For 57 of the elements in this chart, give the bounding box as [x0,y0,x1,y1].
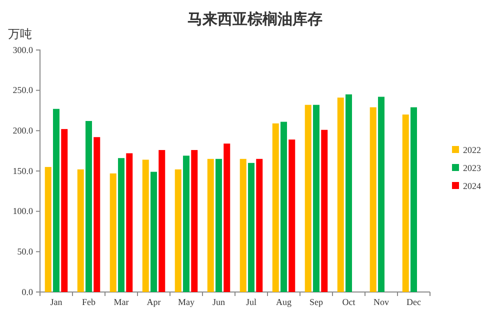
bar [110,173,116,292]
bar [402,114,409,292]
bar [248,162,254,292]
bar [61,129,68,292]
y-tick-label: 100.0 [12,206,34,216]
bar [174,169,182,292]
bar [346,94,352,292]
x-tick-label: Nov [374,296,390,307]
y-axis-title: 万吨 [8,27,32,41]
x-tick-label: Aug [276,296,292,307]
bar [118,158,124,292]
bar [240,158,246,292]
x-tick-label: Jul [246,296,257,307]
bar [378,96,384,292]
bar [207,158,214,292]
bar [321,130,328,292]
bar [256,158,263,292]
x-tick-label: Oct [342,296,356,307]
y-tick-label: 300.0 [12,44,34,55]
legend-label: 2024 [463,181,482,191]
bar [337,98,344,292]
x-tick-label: Jun [212,296,226,307]
bar [53,108,60,292]
bar [370,107,376,292]
y-tick-label: 0.0 [22,286,34,297]
bar [158,150,166,292]
bar [272,123,279,292]
chart-title: 马来西亚棕榈油库存 [188,10,322,28]
bar [150,172,157,292]
bar [216,158,222,292]
y-tick-label: 50.0 [17,246,34,257]
bar [288,140,296,292]
y-tick-label: 150.0 [12,166,34,176]
bar [126,153,133,292]
y-tick-label: 200.0 [12,126,34,136]
bar [86,120,92,292]
bar [224,144,230,292]
x-tick-label: Jan [50,296,63,307]
bar [94,137,100,292]
bar [191,150,198,292]
x-tick-label: Sep [310,296,324,307]
x-tick-label: May [178,296,195,307]
y-tick-label: 250.0 [12,85,34,96]
bar [304,104,312,292]
bar [313,104,320,292]
bar [280,122,287,292]
legend-label: 2023 [463,163,482,173]
bar [142,160,149,292]
x-tick-label: Apr [146,296,161,307]
bar [77,169,84,292]
x-tick-label: Feb [82,296,96,307]
bar [44,166,52,292]
x-tick-label: Dec [406,296,421,307]
bar [183,156,190,292]
bar [410,107,417,292]
legend-label: 2022 [463,145,481,155]
x-tick-label: Mar [114,296,129,307]
